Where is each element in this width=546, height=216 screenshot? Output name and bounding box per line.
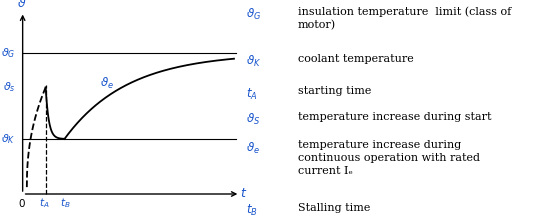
Text: $t_B$: $t_B$ [60, 197, 71, 210]
Text: $\vartheta_s$: $\vartheta_s$ [3, 80, 15, 94]
Text: $0$: $0$ [17, 197, 26, 209]
Text: $\vartheta_S$: $\vartheta_S$ [246, 112, 260, 127]
Text: $t$: $t$ [240, 187, 247, 200]
Text: $\vartheta_K$: $\vartheta_K$ [246, 54, 261, 69]
Text: $t_A$: $t_A$ [246, 86, 258, 102]
Text: $\vartheta_e$: $\vartheta_e$ [100, 76, 114, 91]
Text: Stalling time: Stalling time [298, 203, 370, 213]
Text: $\vartheta_G$: $\vartheta_G$ [1, 46, 15, 60]
Text: insulation temperature  limit (class of
motor): insulation temperature limit (class of m… [298, 6, 511, 30]
Text: $t_A$: $t_A$ [39, 197, 50, 210]
Text: temperature increase during start: temperature increase during start [298, 112, 491, 122]
Text: coolant temperature: coolant temperature [298, 54, 413, 64]
Text: $t_B$: $t_B$ [246, 203, 258, 216]
Text: $\vartheta$: $\vartheta$ [17, 0, 26, 10]
Text: $\vartheta_K$: $\vartheta_K$ [1, 132, 15, 146]
Text: $\vartheta_G$: $\vartheta_G$ [246, 6, 261, 22]
Text: temperature increase during
continuous operation with rated
current Iₑ: temperature increase during continuous o… [298, 140, 479, 176]
Text: starting time: starting time [298, 86, 371, 96]
Text: $\vartheta_e$: $\vartheta_e$ [246, 140, 260, 156]
